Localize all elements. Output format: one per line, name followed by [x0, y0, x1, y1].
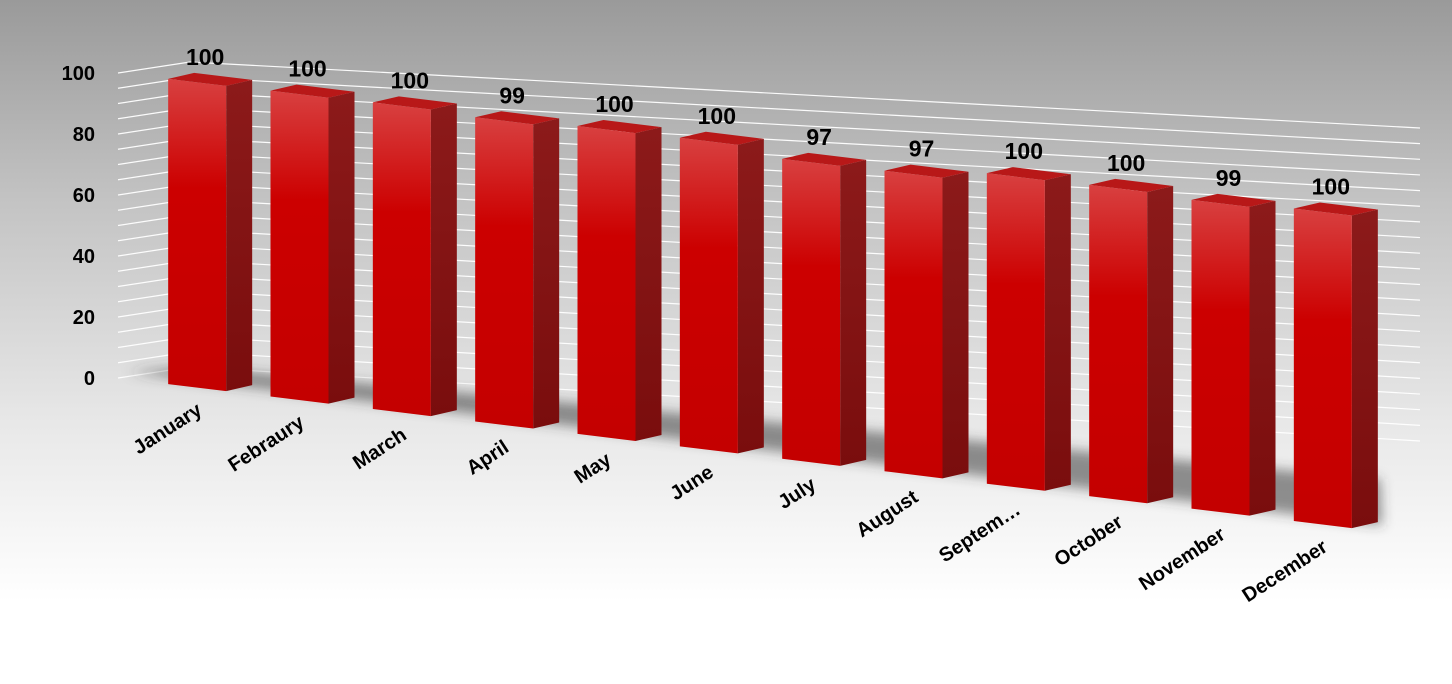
bar-front: [679, 137, 738, 454]
bar-side: [328, 91, 355, 404]
x-tick-label: October: [1051, 511, 1127, 571]
bar-side: [1351, 209, 1378, 529]
bar-top: [782, 152, 867, 166]
data-label: 99: [499, 82, 525, 108]
data-label: 99: [1216, 165, 1242, 191]
bar-front: [884, 170, 943, 479]
bar: [372, 96, 457, 417]
bar-side: [840, 159, 867, 466]
bar: [986, 167, 1071, 491]
data-label: 97: [806, 124, 832, 150]
bar-top: [1191, 193, 1276, 207]
gridline: [189, 61, 1421, 129]
bar: [475, 111, 560, 429]
x-tick-label: Septem…: [935, 499, 1024, 568]
bars: [168, 72, 1378, 529]
x-tick-label: Febraury: [224, 411, 308, 477]
bar-top: [168, 72, 253, 86]
bar: [168, 72, 253, 392]
bar-front: [270, 90, 329, 404]
bar: [1191, 193, 1276, 516]
data-label: 100: [186, 44, 224, 70]
side-gridline: [117, 61, 191, 74]
bar: [577, 119, 662, 441]
data-label: 100: [1312, 173, 1350, 199]
bar-front: [986, 173, 1045, 491]
data-label: 100: [595, 91, 633, 117]
bar: [1089, 178, 1174, 504]
data-label: 97: [909, 136, 935, 162]
bar-front: [168, 78, 227, 392]
bar-top: [577, 119, 662, 134]
x-tick-label: November: [1135, 523, 1229, 595]
y-tick-label: 40: [73, 246, 95, 268]
y-tick-label: 60: [73, 185, 95, 207]
y-tick-label: 20: [73, 307, 95, 329]
bar-side: [1249, 200, 1276, 516]
x-tick-label: April: [463, 436, 513, 479]
bar-top: [1293, 202, 1378, 216]
bar-front: [1293, 208, 1352, 529]
data-label: 100: [1005, 138, 1043, 164]
bar-top: [986, 167, 1071, 181]
x-tick-label: August: [852, 486, 922, 542]
y-tick-label: 100: [62, 63, 95, 85]
bar-side: [635, 127, 662, 441]
bar-side: [942, 171, 969, 479]
y-tick-label: 0: [84, 368, 95, 390]
data-label: 100: [1107, 150, 1145, 176]
x-tick-label: March: [349, 424, 410, 475]
data-label: 100: [391, 67, 429, 93]
bar-top: [884, 164, 969, 178]
bar-front: [782, 158, 841, 466]
x-tick-label: May: [571, 448, 616, 488]
bar-top: [372, 96, 457, 110]
bar-side: [1147, 185, 1174, 504]
data-label: 100: [698, 103, 736, 129]
y-axis: 0 20 40 60 80 100: [62, 63, 95, 390]
bar-side: [226, 79, 253, 392]
x-tick-label: July: [774, 473, 820, 514]
bar-side: [430, 103, 457, 417]
x-tick-label: June: [666, 461, 717, 505]
bar-side: [533, 118, 560, 429]
data-label: 100: [288, 56, 326, 82]
x-tick-label: January: [130, 398, 207, 459]
bar-front: [1191, 199, 1250, 516]
data-labels: 100 100 100 99 100 100 97 97 100 100 99 100: [186, 44, 1350, 200]
bar-top: [475, 111, 560, 125]
bar: [884, 164, 969, 479]
bar-top: [270, 84, 355, 98]
bar: [270, 84, 355, 404]
bar-front: [577, 125, 636, 441]
bar-side: [1044, 174, 1071, 491]
bar-side: [737, 138, 764, 454]
bar-front: [475, 117, 534, 429]
gridline: [189, 76, 1421, 145]
bar-top: [679, 131, 764, 145]
bar: [1293, 202, 1378, 529]
x-tick-label: December: [1238, 536, 1331, 607]
bar-front: [1089, 184, 1148, 504]
y-tick-label: 80: [73, 124, 95, 146]
bar-front: [372, 102, 431, 417]
bar: [679, 131, 764, 454]
bar: [782, 152, 867, 466]
bar-top: [1089, 178, 1174, 192]
